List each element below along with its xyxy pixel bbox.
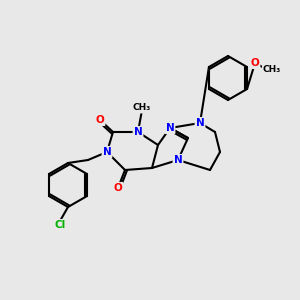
Text: O: O bbox=[114, 183, 122, 193]
Text: Cl: Cl bbox=[54, 220, 66, 230]
Text: O: O bbox=[250, 58, 260, 68]
Text: CH₃: CH₃ bbox=[263, 65, 281, 74]
Text: CH₃: CH₃ bbox=[133, 103, 151, 112]
Text: N: N bbox=[103, 147, 111, 157]
Text: N: N bbox=[174, 155, 182, 165]
Text: N: N bbox=[196, 118, 204, 128]
Text: N: N bbox=[134, 127, 142, 137]
Text: N: N bbox=[166, 123, 174, 133]
Text: O: O bbox=[96, 115, 104, 125]
